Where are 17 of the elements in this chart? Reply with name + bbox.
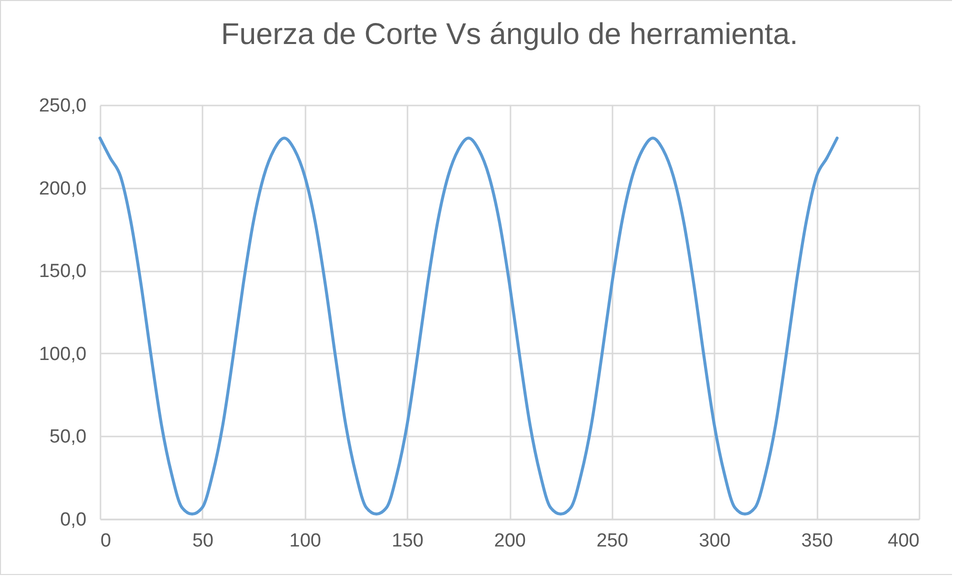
x-tick-label: 50 <box>192 530 214 552</box>
chart-title: Fuerza de Corte Vs ángulo de herramienta. <box>221 18 798 51</box>
y-tick-label: 200,0 <box>38 178 86 200</box>
x-tick-label: 350 <box>801 530 833 552</box>
x-tick-label: 150 <box>392 530 424 552</box>
y-tick-label: 50,0 <box>50 426 86 448</box>
x-tick-label: 400 <box>888 530 920 552</box>
line-series <box>98 136 839 516</box>
y-tick-label: 150,0 <box>38 261 86 282</box>
x-tick-label: 250 <box>596 530 628 552</box>
x-tick-label: 200 <box>494 530 526 552</box>
x-tick-label: 300 <box>698 530 731 552</box>
y-tick-label: 0,0 <box>60 510 86 530</box>
y-tick-label: 250,0 <box>38 96 86 116</box>
y-tick-label: 100,0 <box>38 344 86 365</box>
x-tick-label: 0 <box>100 530 112 552</box>
x-tick-label: 100 <box>289 530 322 552</box>
